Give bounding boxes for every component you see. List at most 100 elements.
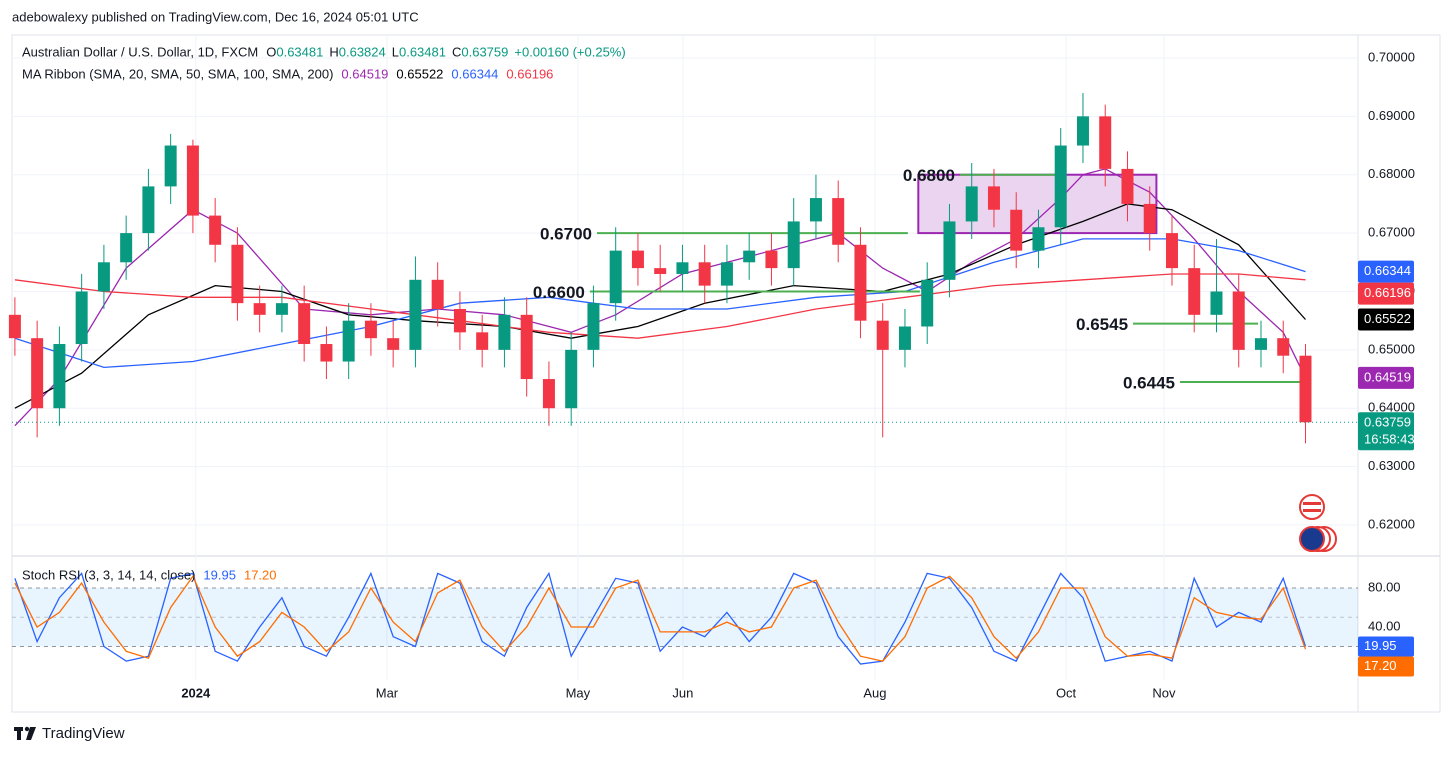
candle-body: [1099, 116, 1112, 169]
stoch-tick-label: 80.00: [1368, 579, 1401, 594]
candle-body: [1143, 203, 1156, 234]
ma-value: 0.66344: [451, 66, 498, 81]
candle-body: [876, 320, 889, 350]
candle-body: [209, 215, 222, 245]
ma-line: [14, 238, 1306, 369]
x-tick-label: 2024: [181, 685, 211, 700]
countdown: 16:58:43: [1364, 432, 1415, 447]
candle-body: [1254, 338, 1267, 350]
stoch-value: 17.20: [244, 567, 277, 582]
stoch-value: 19.95: [203, 567, 236, 582]
candle-body: [1232, 291, 1245, 350]
candle-body: [1299, 355, 1312, 423]
ohlc-value: 0.63759: [461, 44, 508, 59]
price-tag: [1358, 282, 1414, 305]
candle-body: [142, 186, 155, 234]
stoch-line: [14, 574, 1307, 662]
level-label: 0.6600: [533, 283, 585, 302]
ohlc-key: O: [266, 44, 276, 59]
candle-body: [431, 279, 444, 309]
candle-body: [75, 291, 88, 345]
ohlc-key: L: [392, 44, 399, 59]
candle-body: [298, 303, 311, 345]
candle-body: [253, 303, 266, 315]
y-tick-label: 0.63000: [1368, 458, 1415, 473]
price-tag-label: 0.63759: [1364, 415, 1411, 430]
stoch-label: Stoch RSI (3, 3, 14, 14, close): [22, 567, 195, 582]
stoch-tag: [1358, 636, 1414, 657]
price-tag: [1358, 412, 1414, 451]
candle-body: [164, 145, 177, 187]
ma-ribbon-label: MA Ribbon (SMA, 20, SMA, 50, SMA, 100, S…: [22, 66, 333, 81]
candle-body: [921, 279, 934, 327]
candle-body: [275, 303, 288, 315]
x-tick-label: Mar: [376, 685, 399, 700]
symbol-label: Australian Dollar / U.S. Dollar, 1D, FXC…: [22, 44, 258, 59]
candle-body: [587, 303, 600, 350]
ma-line: [14, 203, 1306, 409]
ma-value: 0.64519: [341, 66, 388, 81]
candle-body: [1165, 233, 1178, 269]
ohlc-key: H: [329, 44, 338, 59]
candle-body: [498, 314, 511, 350]
level-label: 0.6700: [540, 225, 592, 244]
price-tag: [1358, 260, 1414, 283]
price-tag: [1358, 308, 1414, 331]
zone-box: [917, 173, 1158, 235]
candle-body: [1076, 116, 1089, 146]
candle-body: [342, 320, 355, 362]
price-tag-label: 0.66196: [1364, 285, 1411, 300]
candle-body: [765, 250, 778, 269]
candle-body: [476, 332, 489, 350]
brand: TradingView: [42, 725, 125, 742]
y-tick-label: 0.70000: [1368, 49, 1415, 64]
candle-body: [320, 344, 333, 362]
candle-body: [943, 221, 956, 280]
candle-body: [453, 308, 466, 333]
stoch-tag-label: 19.95: [1364, 638, 1397, 653]
y-tick-label: 0.64000: [1368, 400, 1415, 415]
candle-body: [698, 262, 711, 286]
y-tick-label: 0.65000: [1368, 341, 1415, 356]
frame: [11, 34, 1441, 713]
y-tick-label: 0.68000: [1368, 166, 1415, 181]
level-label: 0.6545: [1076, 315, 1128, 334]
candle-body: [1032, 227, 1045, 251]
stoch-tag-label: 17.20: [1364, 658, 1397, 673]
candle-body: [1054, 145, 1067, 228]
candle-body: [809, 198, 822, 222]
ohlc-key: C: [452, 44, 461, 59]
candle-body: [720, 262, 733, 286]
candle-body: [609, 250, 622, 304]
candle-body: [387, 338, 400, 350]
candle-body: [542, 379, 555, 409]
candle-body: [231, 244, 244, 304]
y-tick-label: 0.69000: [1368, 108, 1415, 123]
candle-body: [53, 344, 66, 409]
ma-value: 0.66196: [506, 66, 553, 81]
candle-body: [898, 326, 911, 350]
price-tag-label: 0.66344: [1364, 263, 1411, 278]
candle-body: [120, 233, 133, 263]
candle-body: [186, 145, 199, 216]
x-tick-label: May: [566, 685, 591, 700]
x-tick-label: Oct: [1056, 685, 1077, 700]
stoch-line: [14, 571, 1307, 665]
candle-body: [631, 250, 644, 269]
x-tick-label: Jun: [672, 685, 693, 700]
stoch-band: [12, 588, 1358, 647]
y-tick-label: 0.62000: [1368, 516, 1415, 531]
y-tick-label: 0.67000: [1368, 225, 1415, 240]
candle-body: [8, 314, 21, 339]
ohlc-value: 0.63824: [339, 44, 386, 59]
candle-body: [565, 349, 578, 409]
candle-body: [1188, 268, 1201, 315]
ma-value: 0.65522: [396, 66, 443, 81]
change-value: +0.00160 (+0.25%): [514, 44, 625, 59]
publish-header: adebowalexy published on TradingView.com…: [12, 9, 419, 24]
candle-body: [832, 198, 845, 245]
candle-body: [965, 186, 978, 222]
x-tick-label: Nov: [1152, 685, 1176, 700]
